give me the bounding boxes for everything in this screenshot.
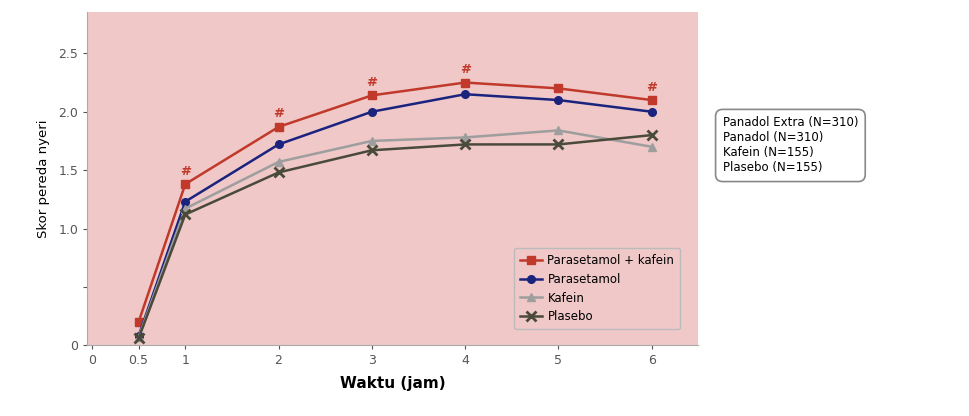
Plasebo xyxy=(179,212,191,217)
Y-axis label: Skor pereda nyeri: Skor pereda nyeri xyxy=(37,120,50,238)
Line: Parasetamol + kafein: Parasetamol + kafein xyxy=(135,79,655,326)
Parasetamol + kafein xyxy=(645,98,657,103)
Text: Panadol Extra (N=310)
Panadol (N=310)
Kafein (N=155)
Plasebo (N=155): Panadol Extra (N=310) Panadol (N=310) Ka… xyxy=(722,116,858,174)
Text: #: # xyxy=(645,81,657,94)
Line: Plasebo: Plasebo xyxy=(134,130,656,343)
Text: #: # xyxy=(366,76,377,89)
Parasetamol + kafein xyxy=(459,80,471,85)
Parasetamol + kafein xyxy=(272,124,284,129)
Parasetamol xyxy=(365,109,377,114)
Plasebo xyxy=(459,142,471,147)
Line: Kafein: Kafein xyxy=(135,126,655,341)
Plasebo xyxy=(365,148,377,153)
Text: #: # xyxy=(179,165,191,178)
Plasebo xyxy=(272,170,284,175)
X-axis label: Waktu (jam): Waktu (jam) xyxy=(340,376,445,391)
Plasebo xyxy=(133,336,144,341)
Kafein xyxy=(365,139,377,144)
Kafein xyxy=(552,128,564,133)
Parasetamol xyxy=(645,109,657,114)
Parasetamol + kafein xyxy=(552,86,564,91)
Kafein xyxy=(133,334,144,339)
Parasetamol xyxy=(552,98,564,103)
Kafein xyxy=(459,135,471,140)
Parasetamol xyxy=(133,334,144,339)
Kafein xyxy=(179,206,191,211)
Kafein xyxy=(272,159,284,164)
Parasetamol + kafein xyxy=(133,319,144,324)
Parasetamol + kafein xyxy=(179,182,191,187)
Text: #: # xyxy=(459,63,470,76)
Kafein xyxy=(645,144,657,149)
Plasebo xyxy=(552,142,564,147)
Parasetamol + kafein xyxy=(365,93,377,98)
Line: Parasetamol: Parasetamol xyxy=(135,90,655,340)
Plasebo xyxy=(645,133,657,138)
Parasetamol xyxy=(272,142,284,147)
Legend: Parasetamol + kafein, Parasetamol, Kafein, Plasebo: Parasetamol + kafein, Parasetamol, Kafei… xyxy=(514,248,679,329)
Parasetamol xyxy=(459,92,471,97)
Text: #: # xyxy=(273,107,284,121)
Parasetamol xyxy=(179,199,191,204)
